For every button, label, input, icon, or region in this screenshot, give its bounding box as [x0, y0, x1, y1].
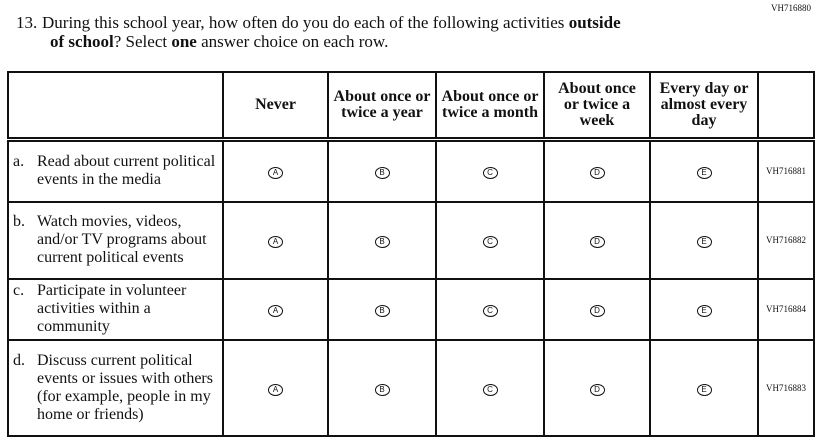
- table-row: d. Discuss current political events or is…: [7, 338, 815, 437]
- column-header: About once or twice a week: [543, 71, 651, 142]
- column-header: Every day or almost every day: [649, 71, 759, 142]
- answer-bubble-d[interactable]: D: [589, 236, 605, 248]
- table-row: c. Participate in volunteer activities wi…: [7, 277, 815, 341]
- question-text: 13. During this school year, how often do…: [16, 13, 621, 51]
- answer-bubble-e[interactable]: E: [696, 167, 712, 180]
- response-grid: Never About once or twice a year About onc…: [7, 71, 815, 437]
- answer-bubble-b[interactable]: B: [374, 305, 390, 317]
- answer-cell[interactable]: C: [435, 200, 545, 280]
- answer-cell[interactable]: D: [543, 338, 651, 437]
- answer-bubble-e[interactable]: E: [696, 305, 712, 317]
- question-number: 13.: [16, 13, 38, 32]
- answer-bubble-b[interactable]: B: [374, 236, 390, 248]
- row-letter: b.: [13, 213, 25, 230]
- answer-cell[interactable]: C: [435, 277, 545, 341]
- answer-bubble-a[interactable]: A: [268, 305, 283, 317]
- answer-bubble-a[interactable]: A: [268, 383, 283, 396]
- answer-cell[interactable]: E: [649, 338, 759, 437]
- answer-bubble-a[interactable]: A: [268, 167, 283, 180]
- answer-bubble-a[interactable]: A: [268, 236, 283, 248]
- answer-cell[interactable]: E: [649, 277, 759, 341]
- answer-cell[interactable]: B: [327, 200, 437, 280]
- answer-cell[interactable]: B: [327, 138, 437, 203]
- row-text: Read about current political events in t…: [37, 153, 216, 189]
- column-header: Never: [222, 71, 329, 142]
- answer-cell[interactable]: D: [543, 200, 651, 280]
- answer-cell[interactable]: C: [435, 138, 545, 203]
- answer-bubble-e[interactable]: E: [696, 236, 712, 248]
- answer-bubble-d[interactable]: D: [589, 383, 605, 396]
- row-id: VH716882: [757, 200, 815, 280]
- row-letter: a.: [13, 153, 25, 171]
- answer-bubble-d[interactable]: D: [589, 305, 605, 317]
- column-header: About once or twice a year: [327, 71, 437, 142]
- answer-bubble-c[interactable]: C: [482, 167, 498, 180]
- answer-cell[interactable]: D: [543, 138, 651, 203]
- table-row: b. Watch movies, videos, and/or TV progra…: [7, 200, 815, 280]
- answer-cell[interactable]: E: [649, 200, 759, 280]
- row-label: b. Watch movies, videos, and/or TV progra…: [7, 200, 224, 280]
- answer-bubble-c[interactable]: C: [482, 305, 498, 317]
- column-header: About once or twice a month: [435, 71, 545, 142]
- row-label: d. Discuss current political events or is…: [7, 338, 224, 437]
- answer-bubble-d[interactable]: D: [589, 167, 605, 180]
- header-blank: [7, 71, 224, 142]
- answer-cell[interactable]: A: [222, 200, 329, 280]
- answer-cell[interactable]: A: [222, 338, 329, 437]
- question-id: VH716880: [771, 3, 811, 13]
- answer-bubble-b[interactable]: B: [374, 167, 390, 180]
- row-text: Watch movies, videos, and/or TV programs…: [37, 213, 207, 266]
- row-letter: c.: [13, 282, 25, 299]
- answer-bubble-c[interactable]: C: [482, 383, 498, 396]
- row-label: c. Participate in volunteer activities wi…: [7, 277, 224, 341]
- row-id: VH716881: [757, 138, 815, 203]
- row-letter: d.: [13, 351, 25, 369]
- answer-bubble-b[interactable]: B: [374, 383, 390, 396]
- answer-cell[interactable]: D: [543, 277, 651, 341]
- row-label: a. Read about current political events in…: [7, 138, 224, 203]
- header-id-column: [757, 71, 815, 142]
- row-id: VH716883: [757, 338, 815, 437]
- row-id: VH716884: [757, 277, 815, 341]
- row-text: Discuss current political events or issu…: [37, 351, 213, 423]
- answer-cell[interactable]: B: [327, 338, 437, 437]
- table-row: a. Read about current political events in…: [7, 138, 815, 203]
- answer-cell[interactable]: E: [649, 138, 759, 203]
- row-text: Participate in volunteer activities with…: [37, 282, 187, 335]
- answer-cell[interactable]: A: [222, 138, 329, 203]
- answer-cell[interactable]: B: [327, 277, 437, 341]
- answer-bubble-e[interactable]: E: [696, 383, 712, 396]
- answer-cell[interactable]: A: [222, 277, 329, 341]
- answer-bubble-c[interactable]: C: [482, 236, 498, 248]
- answer-cell[interactable]: C: [435, 338, 545, 437]
